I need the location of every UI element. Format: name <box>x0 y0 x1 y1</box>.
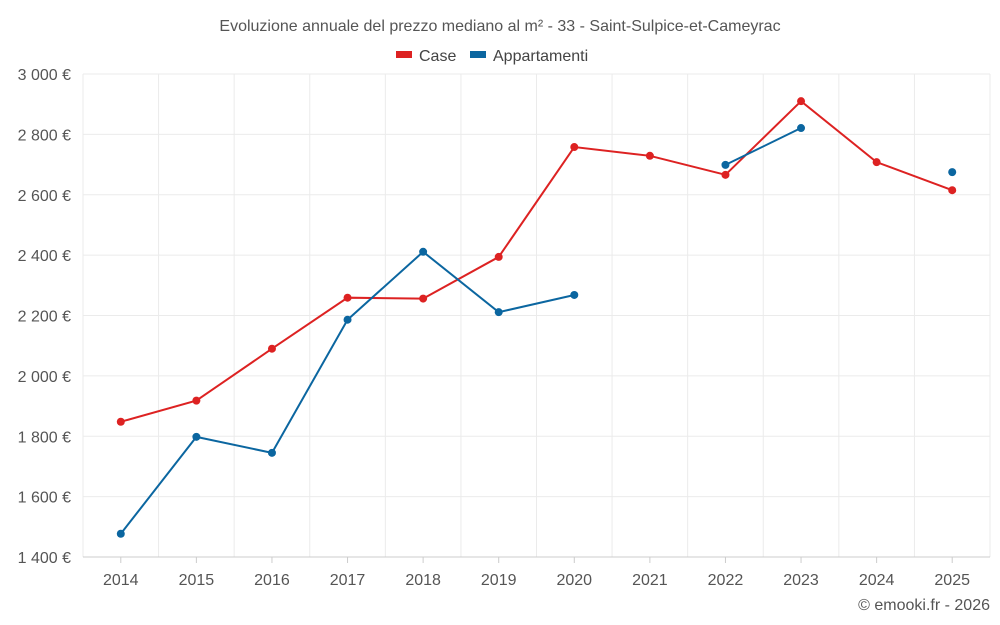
x-tick-label: 2020 <box>556 572 592 589</box>
x-tick-label: 2022 <box>708 572 744 589</box>
data-point <box>494 252 503 261</box>
grid <box>82 73 991 558</box>
series-line <box>120 99 953 423</box>
series-group <box>116 97 957 538</box>
legend: Case Appartamenti <box>396 48 588 65</box>
legend-label-appartamenti: Appartamenti <box>493 48 588 65</box>
data-point <box>343 293 352 302</box>
data-point <box>872 158 881 167</box>
legend-swatch-appartamenti <box>470 51 486 58</box>
x-tick-label: 2014 <box>103 572 139 589</box>
y-tick-label: 1 800 € <box>18 429 71 446</box>
data-point <box>116 417 125 426</box>
y-tick-label: 2 000 € <box>18 369 71 386</box>
series-appartamenti <box>116 124 957 538</box>
data-point <box>494 308 503 317</box>
axes: 1 400 € 1 600 € 1 800 € 2 000 € 2 200 € 2 400… <box>18 67 990 589</box>
data-point <box>948 186 957 195</box>
x-tick-label: 2024 <box>859 572 895 589</box>
y-tick-label: 2 600 € <box>18 188 71 205</box>
data-point <box>116 529 125 538</box>
data-point <box>797 124 806 133</box>
y-tick-label: 3 000 € <box>18 67 71 84</box>
data-point <box>797 97 806 106</box>
legend-label-case: Case <box>419 48 456 65</box>
y-tick-label: 1 600 € <box>18 490 71 507</box>
data-point <box>267 344 276 353</box>
data-point <box>419 247 428 256</box>
y-tick-label: 2 200 € <box>18 309 71 326</box>
data-point <box>570 290 579 299</box>
data-point <box>192 432 201 441</box>
y-tick-label: 2 800 € <box>18 127 71 144</box>
data-point <box>343 315 352 324</box>
series-line <box>725 127 802 166</box>
x-tick-label: 2021 <box>632 572 668 589</box>
data-point <box>419 294 428 303</box>
data-point <box>721 170 730 179</box>
data-point <box>721 160 730 169</box>
y-tick-label: 2 400 € <box>18 248 71 265</box>
x-tick-label: 2018 <box>405 572 441 589</box>
x-tick-label: 2019 <box>481 572 517 589</box>
x-tick-label: 2015 <box>179 572 215 589</box>
x-tick-label: 2017 <box>330 572 366 589</box>
series-case <box>116 97 957 426</box>
x-tick-label: 2016 <box>254 572 290 589</box>
copyright: © emooki.fr - 2026 <box>858 597 990 614</box>
data-point <box>948 168 957 177</box>
x-tick-label: 2025 <box>934 572 970 589</box>
chart-title: Evoluzione annuale del prezzo mediano al… <box>219 18 780 35</box>
data-point <box>645 151 654 160</box>
data-point <box>570 143 579 152</box>
data-point <box>192 396 201 405</box>
data-point <box>267 448 276 457</box>
legend-swatch-case <box>396 51 412 58</box>
x-tick-label: 2023 <box>783 572 819 589</box>
y-tick-label: 1 400 € <box>18 550 71 567</box>
